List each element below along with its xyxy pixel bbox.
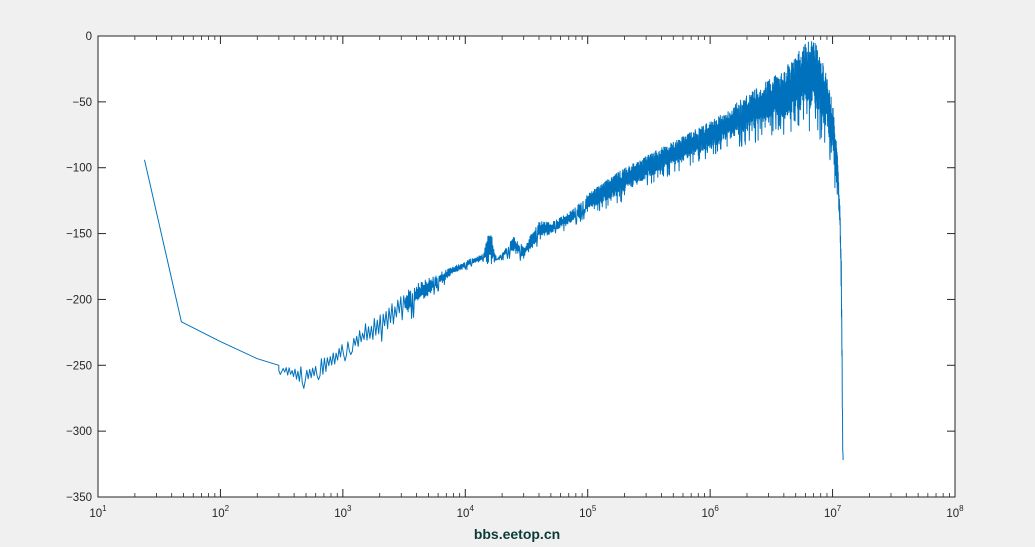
x-tick-exponent: 1 [102,504,107,513]
x-tick-label: 107 [824,504,842,520]
x-tick-exponent: 8 [959,504,964,513]
plot-series [144,41,844,461]
y-tick-label: −200 [66,294,92,306]
x-tick-label: 108 [946,504,964,520]
x-tick-label: 101 [89,504,107,520]
axes-background [98,36,955,497]
x-tick-label: 105 [579,504,597,520]
x-tick-base: 10 [702,508,715,520]
y-tick-label: −350 [66,492,92,504]
y-tick-label: −250 [66,360,92,372]
x-tick-label: 104 [457,504,475,520]
x-tick-base: 10 [946,508,959,520]
x-tick-label: 102 [212,504,230,520]
x-tick-base: 10 [824,508,837,520]
axes-box [97,35,956,498]
x-tick-base: 10 [579,508,592,520]
x-tick-base: 10 [457,508,470,520]
y-axis: 0 −50 −100 −150 −200 −250 −300 −350 [66,31,955,504]
y-tick-label: −100 [66,163,92,175]
x-tick-exponent: 2 [225,504,230,513]
x-tick-base: 10 [334,508,347,520]
y-tick-label: 0 [86,31,92,43]
watermark: bbs.eetop.cn [474,526,560,542]
x-axis: 101 102 103 104 105 106 107 108 [89,36,964,520]
x-tick-base: 10 [212,508,225,520]
x-tick-label: 106 [702,504,720,520]
x-tick-exponent: 6 [714,504,719,513]
axes-border [97,35,956,498]
x-tick-exponent: 7 [837,504,842,513]
x-tick-exponent: 3 [347,504,352,513]
x-tick-exponent: 4 [469,504,474,513]
series-line-1 [144,41,844,461]
x-tick-label: 103 [334,504,352,520]
y-tick-label: −50 [72,97,92,109]
x-tick-exponent: 5 [592,504,597,513]
x-tick-base: 10 [89,508,102,520]
y-tick-label: −150 [66,229,92,241]
y-tick-label: −300 [66,426,92,438]
